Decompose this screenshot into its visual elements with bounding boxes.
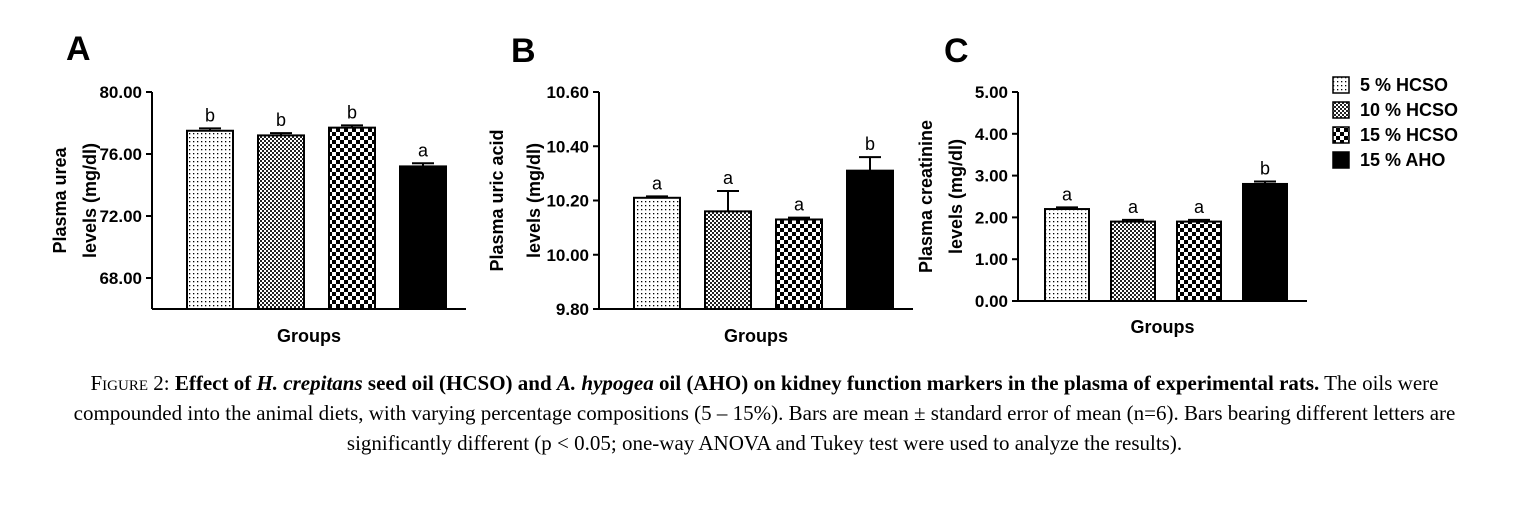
significance-label: a [652, 173, 663, 193]
legend-label: 15 % HCSO [1360, 125, 1458, 145]
legend-swatch [1332, 151, 1350, 169]
y-tick-label: 76.00 [99, 145, 142, 164]
bar [633, 196, 681, 311]
bar [775, 218, 823, 310]
caption-species-2: A. hypogea [556, 371, 654, 395]
bar [846, 169, 894, 310]
x-axis-title: Groups [1130, 317, 1194, 337]
significance-label: b [865, 134, 875, 154]
legend-swatch [1332, 101, 1350, 119]
legend-item: 15 % AHO [1332, 150, 1445, 170]
y-tick-label: 10.60 [546, 83, 589, 102]
panel-letter: C [944, 32, 969, 70]
y-tick-label: 9.80 [556, 300, 589, 319]
significance-label: a [418, 140, 429, 160]
bar [1242, 182, 1288, 303]
chart-panel-b: B 9.80 10.00 10.20 10.40 10.60 a a a b Groups Plasm… [487, 32, 913, 346]
significance-label: b [276, 110, 286, 130]
significance-label: a [1062, 184, 1073, 204]
y-tick-label: 80.00 [99, 83, 142, 102]
chart-panels: A 68.00 72.00 76.00 80.00 b b b a Groups Plasma ur… [50, 30, 1307, 346]
legend-label: 15 % AHO [1360, 150, 1445, 170]
legend-item: 5 % HCSO [1332, 75, 1448, 95]
y-axis-title: levels (mg/dl) [80, 143, 100, 258]
legend-item: 10 % HCSO [1332, 100, 1458, 120]
significance-label: a [1128, 197, 1139, 217]
significance-label: b [347, 102, 357, 122]
legend-label: 10 % HCSO [1360, 100, 1458, 120]
y-tick-label: 68.00 [99, 269, 142, 288]
bar [399, 165, 447, 310]
significance-label: b [205, 105, 215, 125]
bar [257, 134, 305, 310]
significance-label: b [1260, 158, 1270, 178]
y-axis-title: levels (mg/dl) [946, 139, 966, 254]
y-tick-label: 1.00 [975, 250, 1008, 269]
legend-swatch [1332, 126, 1350, 144]
y-axis-title: Plasma creatinine [916, 120, 936, 273]
y-tick-label: 5.00 [975, 83, 1008, 102]
bar [1176, 220, 1222, 302]
figure-caption: Figure 2: Effect of H. crepitans seed oi… [40, 368, 1489, 458]
chart-panel-a: A 68.00 72.00 76.00 80.00 b b b a Groups Plasma ur… [50, 30, 466, 346]
caption-species-1: H. crepitans [256, 371, 363, 395]
caption-title-part2: seed oil (HCSO) and [362, 371, 557, 395]
legend-swatch [1332, 76, 1350, 94]
significance-label: a [1194, 197, 1205, 217]
caption-title-part3: oil (AHO) on kidney function markers in … [653, 371, 1320, 395]
x-axis-title: Groups [277, 326, 341, 346]
y-tick-label: 72.00 [99, 207, 142, 226]
bar [328, 126, 376, 311]
bar [1110, 220, 1156, 302]
y-tick-label: 10.20 [546, 192, 589, 211]
y-axis-title: levels (mg/dl) [524, 143, 544, 258]
bar [704, 210, 752, 311]
x-axis-title: Groups [724, 326, 788, 346]
caption-figure-label: Figure 2: [90, 371, 170, 395]
y-tick-label: 4.00 [975, 125, 1008, 144]
y-tick-label: 10.00 [546, 246, 589, 265]
legend: 5 % HCSO 10 % HCSO 15 % HCSO 15 % AHO [1332, 75, 1458, 170]
caption-title-part1: Effect of [174, 371, 257, 395]
y-tick-label: 10.40 [546, 137, 589, 156]
legend-item: 15 % HCSO [1332, 125, 1458, 145]
bar [186, 129, 234, 310]
figure-canvas: A 68.00 72.00 76.00 80.00 b b b a Groups Plasma ur… [50, 30, 1458, 346]
y-tick-label: 3.00 [975, 167, 1008, 186]
significance-label: a [723, 168, 734, 188]
y-tick-label: 0.00 [975, 292, 1008, 311]
caption-title: Effect of H. crepitans seed oil (HCSO) a… [175, 371, 1319, 395]
caption-body: The oils were compounded into the animal… [73, 371, 1456, 455]
y-axis-title: Plasma urea [50, 146, 70, 253]
panel-letter: A [66, 30, 91, 68]
significance-label: a [794, 195, 805, 215]
y-axis-title: Plasma uric acid [487, 129, 507, 271]
panel-letter: B [511, 32, 536, 70]
y-tick-label: 2.00 [975, 208, 1008, 227]
chart-panel-c: C 0.00 1.00 2.00 3.00 4.00 5.00 a a a b Groups Plasm… [916, 32, 1307, 337]
legend-label: 5 % HCSO [1360, 75, 1448, 95]
bar [1044, 208, 1090, 302]
